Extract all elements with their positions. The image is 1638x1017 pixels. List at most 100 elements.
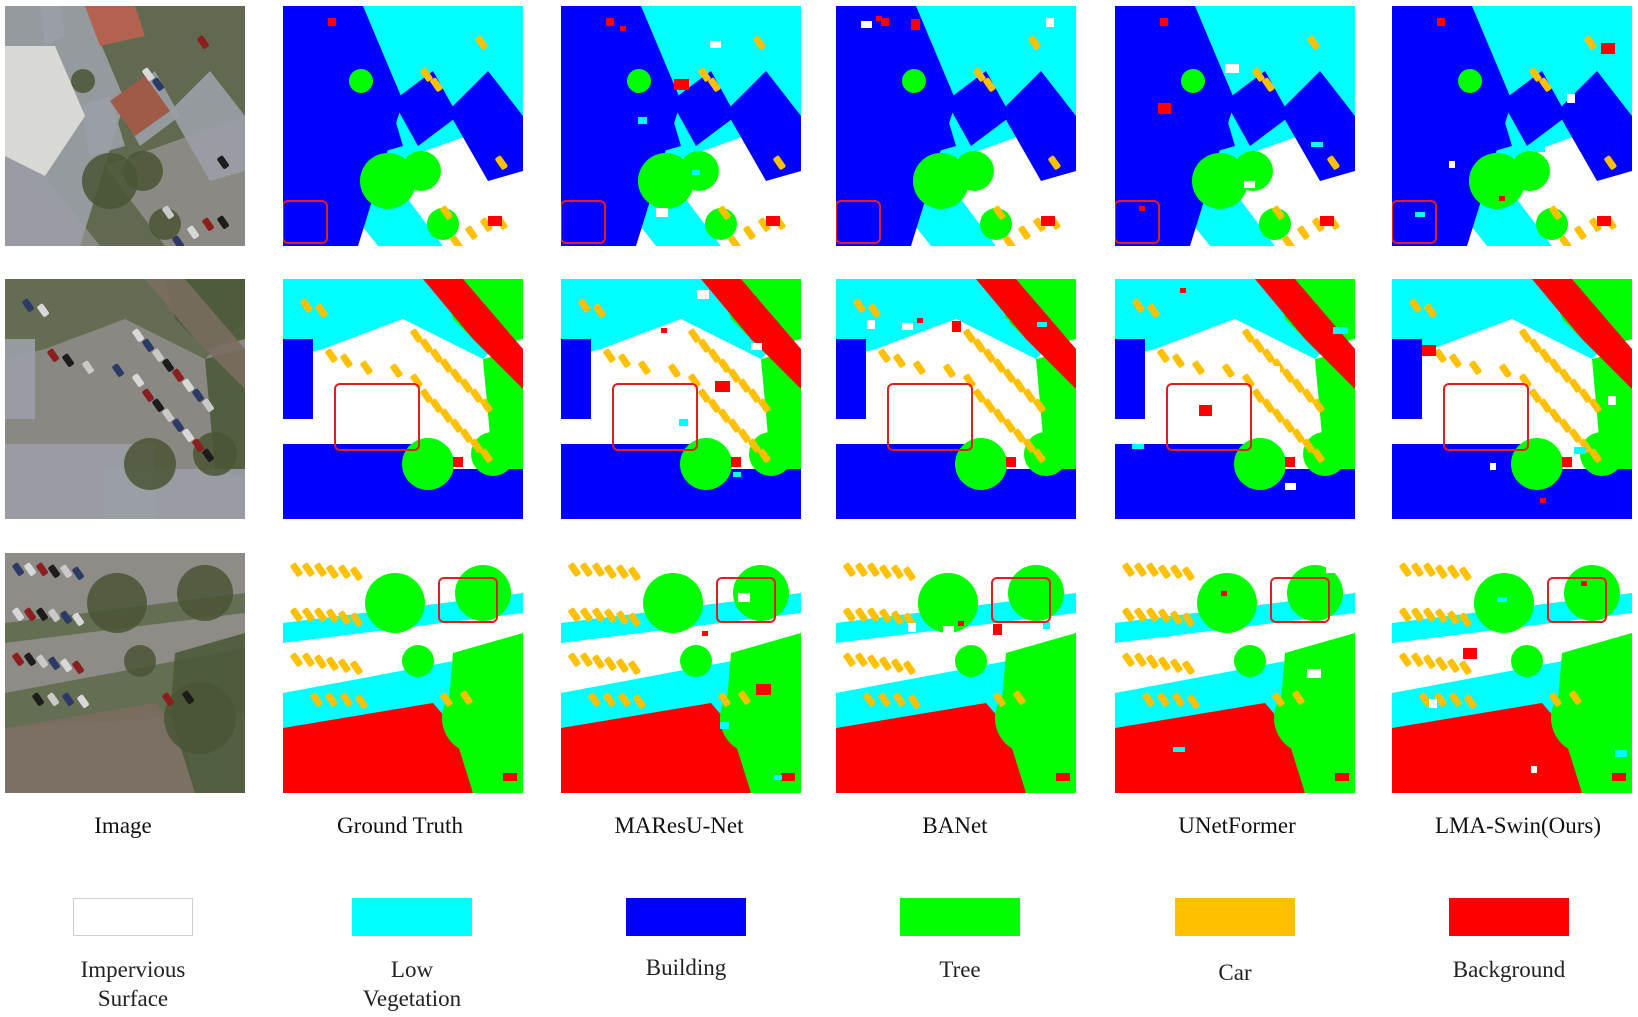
banet-tile-row-1 — [836, 6, 1076, 246]
prediction-noise-patch — [692, 170, 700, 175]
car-region — [360, 360, 373, 375]
aerial-car — [172, 418, 184, 432]
column-label-unetformer: UNetFormer — [1178, 813, 1296, 838]
background-region — [1335, 773, 1349, 781]
prediction-noise-patch — [1415, 212, 1425, 217]
prediction-noise-patch — [908, 623, 916, 632]
car-region — [603, 692, 616, 707]
car-region — [728, 368, 741, 383]
car-region — [1297, 225, 1310, 240]
aerial-car — [217, 155, 229, 169]
car-region — [908, 694, 921, 709]
aerial-car — [12, 562, 24, 576]
car-region — [633, 694, 646, 709]
tree-region — [1234, 645, 1266, 677]
car-region — [1272, 692, 1285, 707]
aerial-region — [105, 469, 245, 519]
car-region — [302, 562, 315, 577]
highlight-box — [836, 200, 881, 244]
aerial-car — [187, 225, 199, 239]
car-region — [1142, 692, 1155, 707]
car-region — [592, 654, 605, 669]
car-region — [1419, 692, 1432, 707]
car-region — [568, 652, 581, 667]
segment-region — [1225, 71, 1290, 146]
aerial-roof — [85, 6, 145, 46]
car-region — [604, 656, 617, 671]
aerial-region — [5, 703, 195, 793]
aerial-car — [162, 205, 174, 219]
legend-line: Impervious — [80, 957, 186, 982]
prediction-noise-patch — [679, 419, 688, 426]
prediction-noise-patch — [1326, 566, 1337, 573]
car-region — [1579, 388, 1592, 403]
car-region — [868, 303, 881, 318]
car-region — [1459, 566, 1472, 581]
car-region — [1157, 692, 1170, 707]
segment-region — [283, 339, 313, 419]
prediction-noise-patch — [1429, 699, 1437, 708]
tree-region — [1511, 438, 1563, 490]
car-region — [616, 564, 629, 579]
car-region — [326, 656, 339, 671]
car-region — [1013, 378, 1026, 393]
aerial-region — [145, 279, 245, 389]
prediction-noise-patch — [1139, 206, 1145, 211]
car-region — [1529, 388, 1542, 403]
aerial-car — [217, 215, 229, 229]
car-region — [1292, 428, 1305, 443]
car-region — [1132, 298, 1145, 313]
car-region — [1013, 690, 1026, 705]
car-region — [1252, 67, 1265, 82]
aerial-car — [172, 235, 184, 246]
car-region — [1222, 363, 1235, 378]
background-region — [328, 18, 336, 26]
car-region — [314, 607, 327, 622]
aerial-tree — [124, 438, 176, 490]
car-region — [1435, 564, 1448, 579]
segment-region — [1392, 339, 1422, 419]
car-region — [1589, 448, 1602, 463]
car-region — [1447, 564, 1460, 579]
car-region — [698, 388, 711, 403]
car-region — [430, 77, 443, 92]
ground-truth-tile-row-2 — [283, 279, 523, 519]
highlight-box — [1115, 200, 1160, 244]
car-region — [465, 225, 478, 240]
car-region — [1411, 652, 1424, 667]
car-region — [1302, 388, 1315, 403]
car-region — [1252, 338, 1265, 353]
car-region — [1170, 658, 1183, 673]
car-region — [1559, 235, 1572, 246]
segment-region — [358, 96, 403, 156]
aerial-car — [36, 562, 48, 576]
legend-line: Vegetation — [362, 986, 462, 1011]
prediction-noise-patch — [733, 472, 741, 477]
car-region — [718, 205, 731, 220]
car-region — [1172, 692, 1185, 707]
aerial-car — [132, 373, 144, 387]
aerial-car — [172, 368, 184, 382]
car-region — [1272, 205, 1285, 220]
car-region — [1449, 353, 1462, 368]
car-region — [891, 610, 904, 625]
car-region — [891, 564, 904, 579]
tree-region — [1024, 432, 1068, 476]
lma-swin-tile-row-1 — [1392, 6, 1632, 246]
car-region — [592, 607, 605, 622]
prediction-noise-patch — [697, 290, 709, 299]
car-region — [450, 368, 463, 383]
aerial-tree — [123, 151, 163, 191]
tree-region — [1008, 565, 1064, 621]
car-region — [718, 692, 731, 707]
segment-region — [1255, 279, 1355, 389]
highlight-box — [283, 200, 328, 244]
highlight-box — [716, 577, 776, 623]
car-region — [1569, 428, 1582, 443]
lma-swin-tile-row-2 — [1392, 279, 1632, 519]
column-label-image: Image — [94, 813, 152, 838]
car-region — [420, 388, 433, 403]
prediction-noise-patch — [1456, 294, 1466, 299]
car-region — [688, 373, 701, 388]
tree-region — [627, 69, 651, 93]
